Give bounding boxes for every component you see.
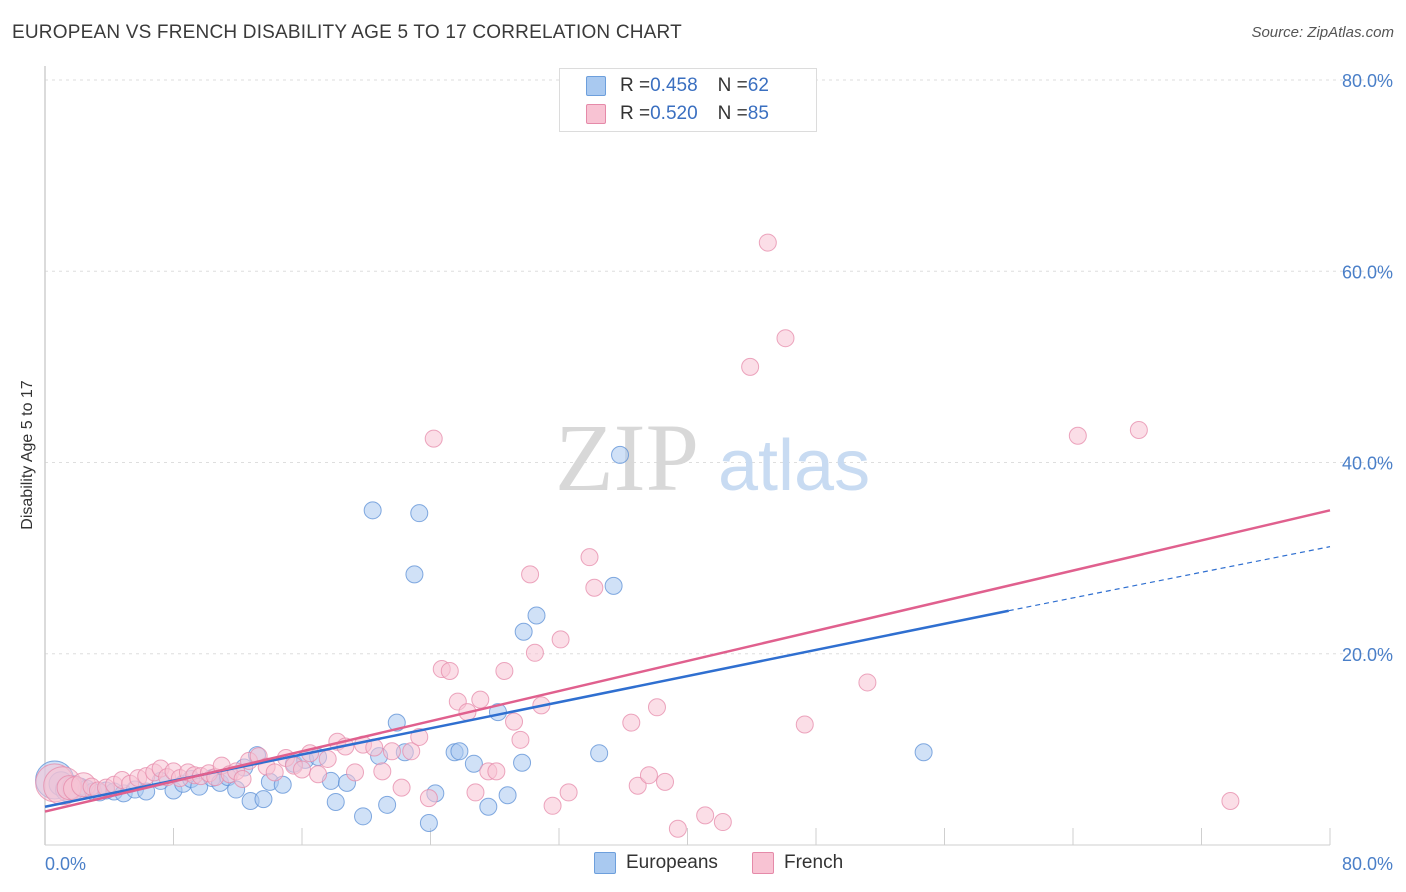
european-point (405, 565, 424, 584)
french-point (265, 763, 284, 782)
french-point (424, 429, 443, 448)
french-point (487, 762, 506, 781)
french-point (346, 763, 365, 782)
axes (44, 66, 1331, 846)
bottom-legend-europeans-label: Europeans (626, 852, 718, 873)
y-tick-label: 60.0% (1342, 262, 1393, 282)
legend-n-label: N = (717, 103, 748, 124)
french-point (713, 813, 732, 832)
french-point (776, 329, 795, 348)
bottom-legend-swatch-french (752, 852, 774, 874)
grid-lines (45, 79, 1392, 655)
watermark-atlas: atlas (718, 426, 870, 506)
french-point (551, 630, 570, 649)
european-point (254, 790, 273, 809)
european-point (479, 797, 498, 816)
french-point (440, 661, 459, 680)
european-point (378, 795, 397, 814)
european-point (326, 792, 345, 811)
french-point (622, 713, 641, 732)
french-point (309, 765, 328, 784)
european-point (450, 742, 469, 761)
french-point (505, 712, 524, 731)
french-point (543, 796, 562, 815)
watermark: ZIP atlas (555, 404, 870, 511)
french-point (525, 643, 544, 662)
legend-swatch-europeans (586, 76, 606, 96)
french-point (233, 770, 252, 789)
european-point (513, 753, 532, 772)
french-point (373, 762, 392, 781)
french-point (293, 760, 311, 779)
legend-swatch-french (586, 104, 606, 124)
french-point (559, 783, 578, 802)
european-point (410, 504, 429, 523)
y-tick-label: 40.0% (1342, 454, 1393, 474)
legend: R = 0.458 N = 62 R = 0.520 N = 85 (559, 68, 817, 132)
french-point (466, 783, 485, 802)
trend-lines (44, 509, 1331, 813)
french-point (585, 578, 604, 597)
chart-title: EUROPEAN VS FRENCH DISABILITY AGE 5 TO 1… (12, 22, 682, 43)
european-point (914, 743, 933, 762)
french-point (402, 742, 421, 761)
european-point (363, 501, 382, 520)
legend-n-value: 85 (747, 103, 769, 124)
european-point (604, 576, 623, 595)
legend-n-value: 62 (747, 75, 769, 96)
french-point (419, 789, 438, 808)
european-point (498, 786, 517, 805)
french-points (35, 233, 1240, 838)
european-point (464, 754, 483, 773)
bottom-legend-french[interactable]: French (752, 852, 843, 874)
europeans-trend-extension (1008, 546, 1331, 612)
bottom-legend: Europeans French (0, 852, 1406, 878)
european-point (527, 606, 546, 625)
legend-row-french: R = 0.520 N = 85 (586, 101, 769, 127)
y-tick-label: 80.0% (1342, 71, 1393, 91)
french-point (758, 233, 777, 252)
x-tick-label-end: 80.0% (1342, 854, 1393, 874)
french-point (639, 766, 658, 785)
bottom-legend-french-label: French (784, 852, 844, 873)
european-point (590, 744, 609, 763)
european-point (611, 445, 630, 464)
french-point (696, 806, 715, 825)
legend-n-label: N = (717, 75, 748, 96)
french-point (495, 661, 514, 680)
french-point (471, 690, 490, 709)
french-point (741, 357, 760, 376)
european-point (514, 622, 533, 641)
bottom-legend-swatch-europeans (594, 852, 616, 874)
y-tick-label: 20.0% (1342, 645, 1393, 665)
french-point (795, 715, 814, 734)
legend-row-europeans: R = 0.458 N = 62 (586, 73, 769, 99)
french-point (628, 776, 647, 795)
french-point (511, 730, 530, 749)
french-point (521, 565, 540, 584)
french-point (1129, 420, 1148, 439)
french-point (656, 772, 675, 791)
legend-r-label: R = (620, 75, 651, 96)
tick-labels: 20.0% 40.0% 60.0% 80.0% 0.0% 80.0% (45, 71, 1393, 874)
source-label: Source: ZipAtlas.com (1251, 24, 1394, 41)
french-point (668, 819, 687, 838)
french-point (580, 548, 599, 567)
french-point (318, 749, 337, 768)
french-trend-line (44, 509, 1331, 813)
legend-r-value: 0.520 (650, 103, 698, 124)
european-point (354, 807, 373, 826)
french-point (1221, 792, 1240, 811)
french-point (382, 742, 401, 761)
legend-r-value: 0.458 (650, 75, 698, 96)
bottom-legend-europeans[interactable]: Europeans (594, 852, 718, 874)
french-point (858, 673, 877, 692)
french-point (392, 778, 411, 797)
european-point (419, 814, 438, 833)
x-tick-label-start: 0.0% (45, 854, 86, 874)
french-point (647, 698, 666, 717)
legend-r-label: R = (620, 103, 651, 124)
french-point (1068, 426, 1087, 445)
